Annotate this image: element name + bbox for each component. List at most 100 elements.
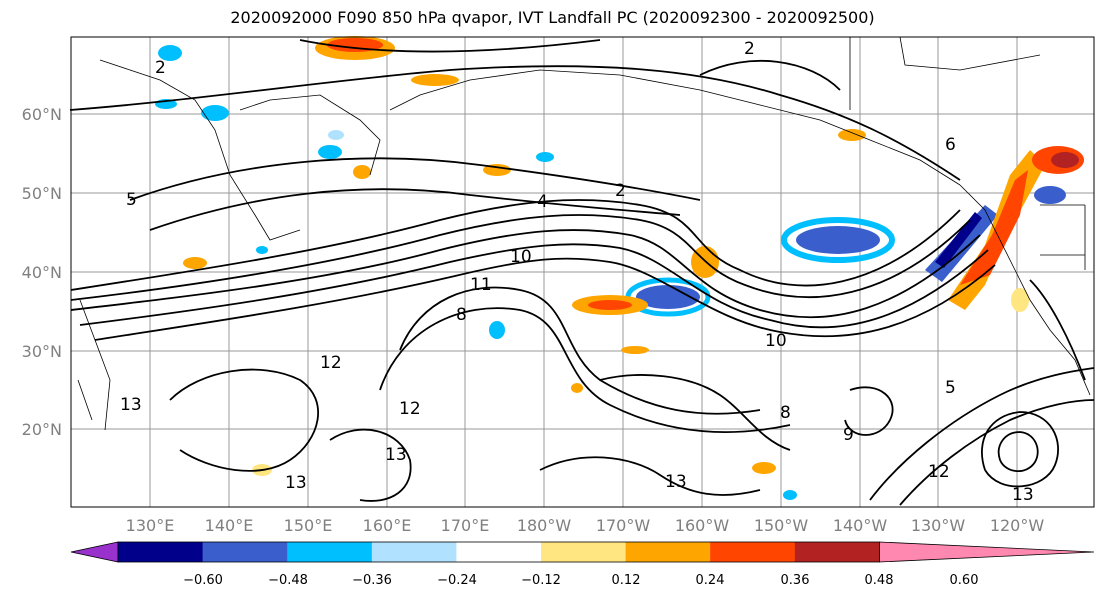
- contour-label: 13: [285, 473, 307, 493]
- colorbar-segment: [541, 542, 627, 562]
- negative-anomaly-patch: [328, 130, 344, 140]
- contour-label: 13: [385, 445, 407, 465]
- positive-anomaly-patch: [588, 300, 632, 310]
- contour-label: 13: [1012, 485, 1034, 505]
- colorbar-extend-right: [879, 541, 1095, 563]
- contour-line: [149, 188, 681, 231]
- colorbar-tick-label: −0.48: [268, 573, 308, 588]
- contour-line: [1029, 279, 1086, 381]
- colorbar-tick-label: 0.12: [612, 573, 641, 588]
- negative-anomaly-patch: [636, 285, 700, 309]
- positive-anomaly-patch: [838, 129, 866, 141]
- contour-line: [70, 214, 971, 301]
- lon-label: 120°W: [990, 516, 1045, 535]
- negative-anomaly-patch: [158, 45, 182, 61]
- positive-anomaly-patch: [960, 170, 1028, 285]
- map-frame: [70, 36, 1095, 508]
- contour-label: 11: [470, 275, 492, 295]
- contour-labels: 2 2 2 4 5 5 6 8 8 9 10 10 11 12 12 12 13…: [120, 39, 1034, 505]
- contour-label: 9: [843, 425, 854, 445]
- contour-line: [70, 199, 961, 291]
- negative-anomaly-patch: [256, 246, 268, 254]
- colorbar-tick-label: −0.60: [183, 573, 223, 588]
- contour-label: 5: [945, 378, 956, 398]
- contour-line: [981, 411, 1059, 488]
- colorbar-tick-label: 0.24: [696, 573, 725, 588]
- gridlines: [71, 37, 1094, 507]
- colorbar-segment: [710, 542, 796, 562]
- contour-line: [299, 39, 601, 53]
- colorbar-segment: [118, 542, 204, 562]
- contour-line: [69, 65, 961, 181]
- colorbar-tick-label: 0.48: [865, 573, 894, 588]
- contour-label: 2: [615, 181, 626, 201]
- negative-anomaly-patch: [935, 212, 982, 268]
- lat-label: 50°N: [22, 184, 62, 203]
- contour-line: [379, 307, 791, 433]
- contour-label: 10: [510, 247, 532, 267]
- negative-anomaly-patch: [1034, 186, 1066, 204]
- negative-anomaly-patch: [201, 105, 229, 121]
- contour-label: 8: [456, 305, 467, 325]
- contour-line: [94, 257, 996, 341]
- colorbar-segment: [625, 542, 711, 562]
- contour-label: 13: [120, 395, 142, 415]
- contour-line: [79, 243, 989, 329]
- lat-label: 40°N: [22, 263, 62, 282]
- positive-anomaly-patch: [411, 74, 459, 86]
- contour-label: 4: [537, 192, 548, 212]
- contour-line: [539, 456, 761, 496]
- colorbar-tick-label: −0.24: [437, 573, 477, 588]
- anomaly-fills: [155, 36, 1084, 500]
- negative-anomaly-patch: [796, 226, 880, 254]
- lon-label: 160°E: [363, 516, 412, 535]
- lon-labels: 130°E 140°E 150°E 160°E 170°E 180°W 170°…: [126, 516, 1045, 535]
- colorbar-segment: [202, 542, 288, 562]
- lon-label: 170°E: [441, 516, 490, 535]
- negative-anomaly-patch: [781, 217, 895, 263]
- positive-anomaly-patch: [1051, 152, 1079, 168]
- lon-label: 170°W: [596, 516, 651, 535]
- positive-anomaly-patch: [1011, 288, 1029, 312]
- lat-labels: 60°N 50°N 40°N 30°N 20°N: [22, 105, 62, 439]
- negative-anomaly-patch: [536, 152, 554, 162]
- contour-label: 5: [126, 190, 137, 210]
- colorbar-tick-label: 0.60: [950, 573, 979, 588]
- coastlines: [77, 36, 1091, 431]
- lon-label: 140°E: [205, 516, 254, 535]
- contour-line: [129, 157, 701, 201]
- lon-label: 130°E: [126, 516, 175, 535]
- contour-label: 12: [320, 353, 342, 373]
- lon-label: 130°W: [911, 516, 966, 535]
- negative-anomaly-patch: [489, 321, 505, 339]
- lat-label: 60°N: [22, 105, 62, 124]
- lon-label: 180°W: [517, 516, 572, 535]
- contour-label: 12: [399, 399, 421, 419]
- contour-line: [70, 229, 981, 319]
- colorbar-segment: [456, 542, 542, 562]
- contour-line: [869, 367, 1095, 501]
- colorbar-segment: [371, 542, 457, 562]
- contour-line: [329, 428, 412, 502]
- contour-label: 12: [928, 462, 950, 482]
- contour-label: 2: [155, 58, 166, 78]
- contour-line: [899, 399, 1095, 506]
- lat-label: 30°N: [22, 342, 62, 361]
- positive-anomaly-patch: [183, 257, 207, 269]
- colorbar-extend-left: [70, 541, 119, 563]
- contour-label: 13: [665, 472, 687, 492]
- contour-line: [599, 374, 791, 451]
- colorbar-segment: [287, 542, 373, 562]
- colorbar-ticks: −0.60 −0.48 −0.36 −0.24 −0.12 0.12 0.24 …: [183, 573, 978, 588]
- colorbar-segment: [794, 542, 880, 562]
- positive-anomaly-patch: [752, 462, 776, 474]
- lon-label: 150°W: [754, 516, 809, 535]
- positive-anomaly-patch: [571, 383, 583, 393]
- colorbar-tick-label: 0.36: [781, 573, 810, 588]
- colorbar-outline: [117, 541, 880, 563]
- contour-label: 10: [765, 331, 787, 351]
- positive-anomaly-patch: [353, 165, 371, 179]
- contour-label: 6: [945, 135, 956, 155]
- positive-anomaly-patch: [621, 346, 649, 354]
